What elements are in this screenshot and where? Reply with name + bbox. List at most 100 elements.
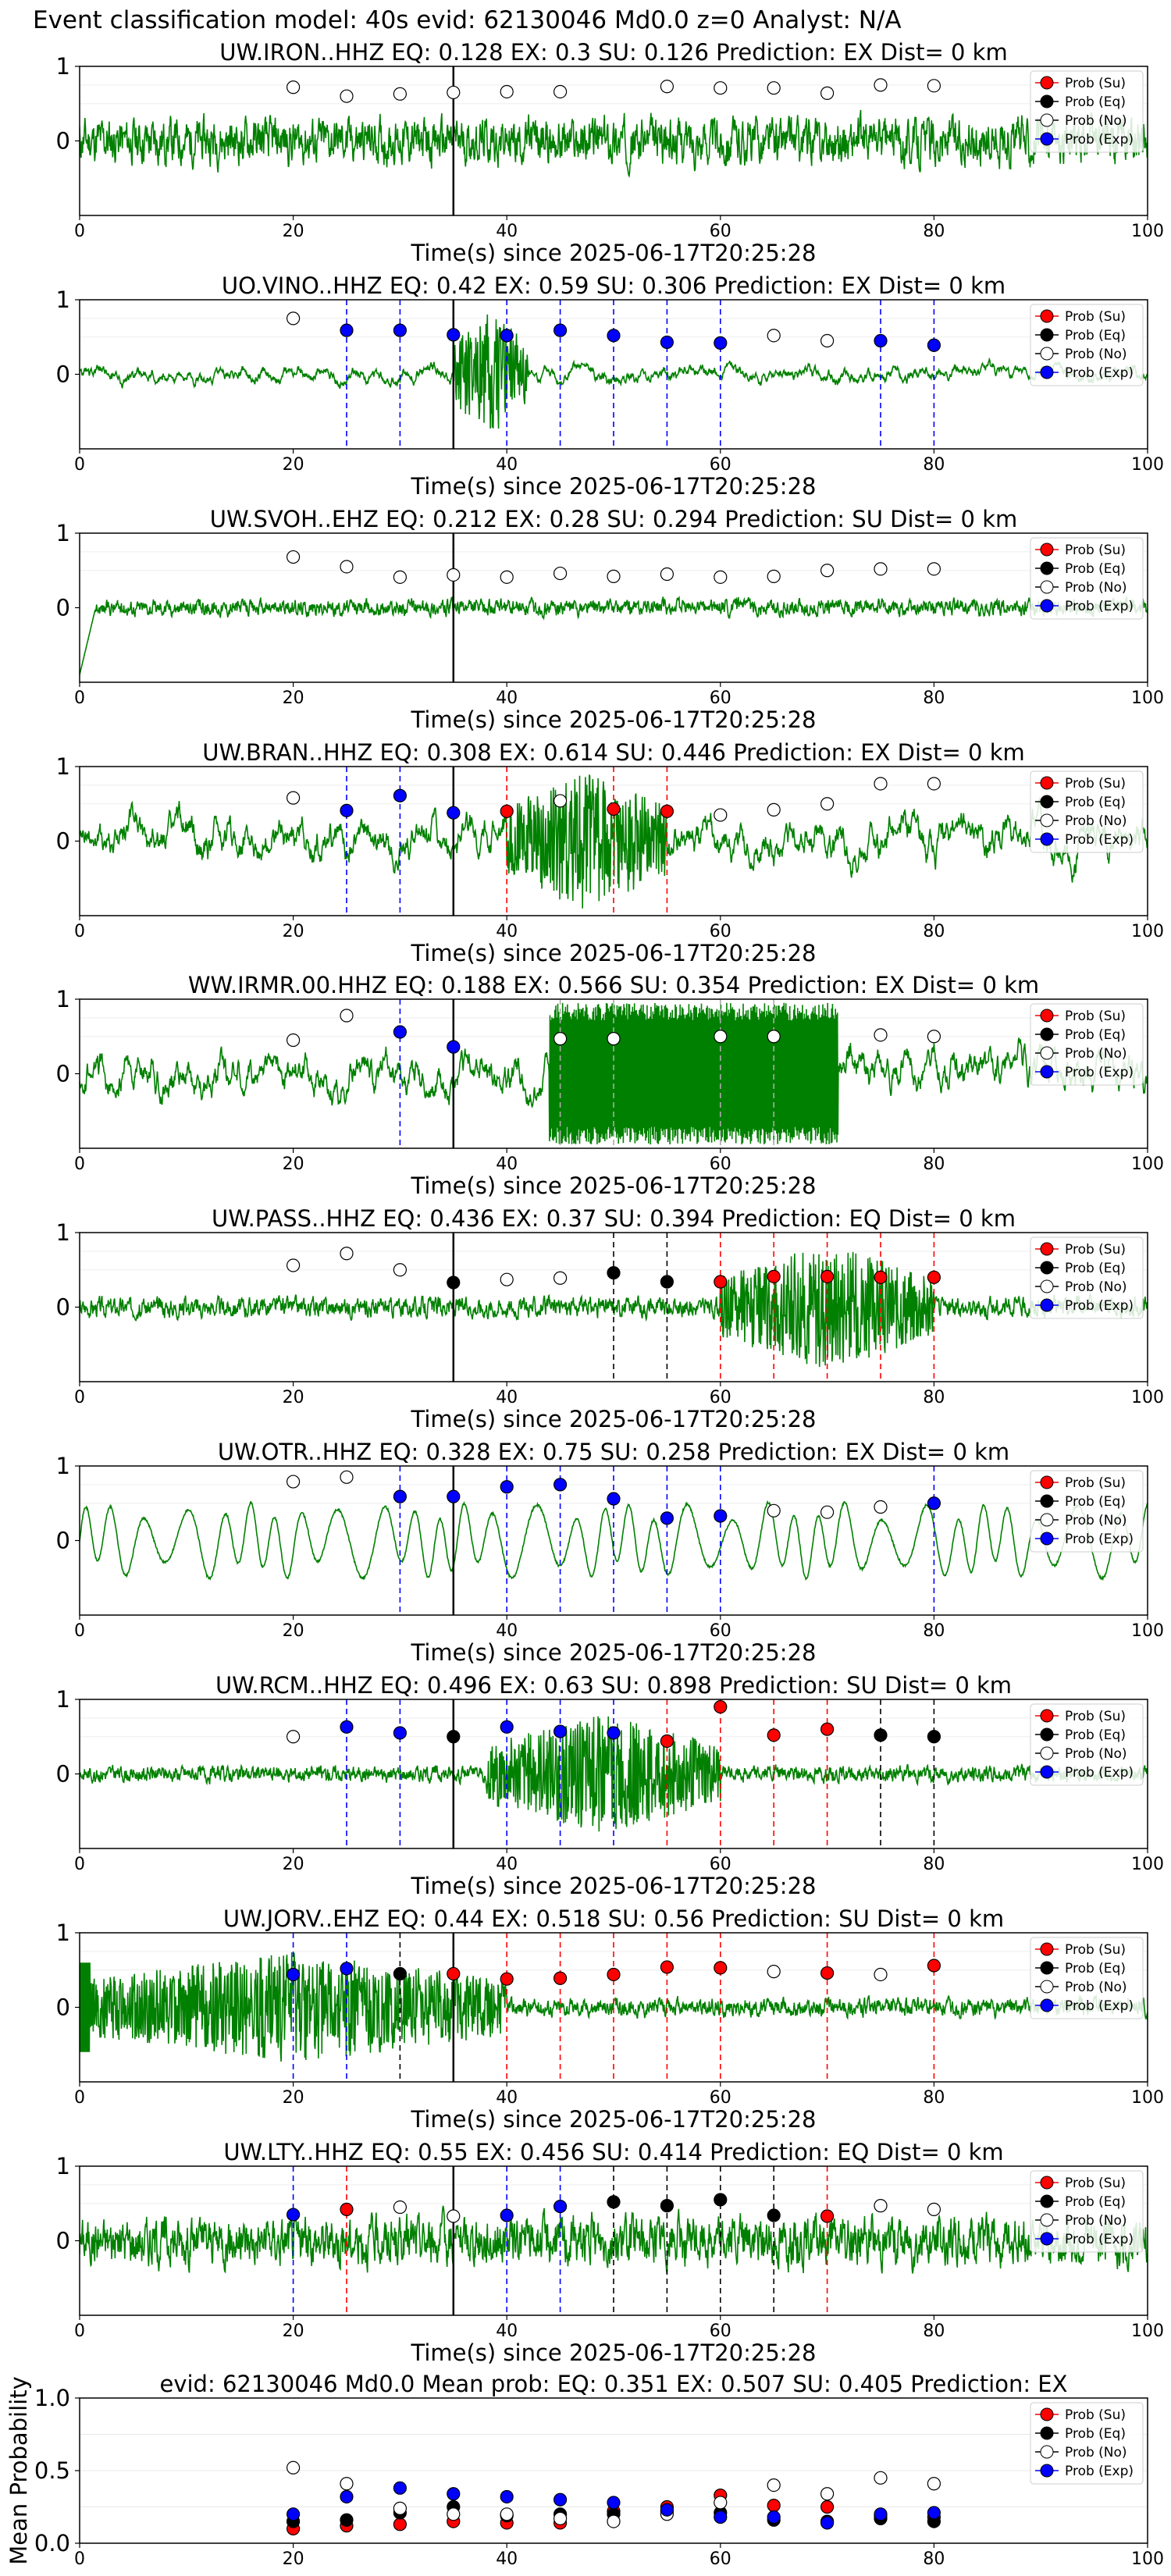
prob-point-no [340,1009,354,1023]
prob-point-no [287,1258,301,1272]
x-tick-label: 100 [1131,1621,1164,1641]
prob-point-no [660,80,674,94]
prob-point-su [660,804,674,818]
x-tick-label: 20 [283,688,304,708]
legend: Prob (Su) Prob (Eq) Prob (No) Prob (Exp) [1030,70,1144,153]
x-tick-label: 100 [1131,455,1164,475]
prob-point-exp [393,323,408,337]
legend-label-no: Prob (No) [1065,1279,1127,1295]
data-point-exp [874,2507,888,2521]
legend-label-no: Prob (No) [1065,113,1127,129]
panel-7: UW.OTR..HHZ EQ: 0.328 EX: 0.75 SU: 0.258… [56,1439,1164,1666]
prob-point-exp [447,1040,461,1054]
x-tick-label: 100 [1131,222,1164,241]
prob-point-no [660,567,674,582]
legend-label-no: Prob (No) [1065,347,1127,362]
prob-point-exp [393,1726,408,1740]
data-point-exp [287,2507,301,2521]
data-point-exp [447,2487,461,2501]
data-point-exp [340,2489,354,2504]
x-tick-label: 60 [710,1621,731,1641]
legend-box [1030,70,1144,153]
plot-area [80,2166,1148,2315]
legend-marker-exp [1040,2232,1054,2246]
prob-point-exp [500,1720,514,1734]
x-tick-label: 60 [710,922,731,941]
x-tick-label: 40 [496,1155,518,1174]
prob-point-no [767,569,781,583]
data-point-no [874,2471,888,2485]
x-tick-label: 0 [74,455,85,475]
prob-point-no [767,1030,781,1044]
x-tick-label: 20 [283,1388,304,1407]
prob-point-eq [607,1265,621,1280]
panel-title: UW.LTY..HHZ EQ: 0.55 EX: 0.456 SU: 0.414… [223,2139,1003,2165]
prob-point-no [927,2202,941,2216]
prob-point-exp [340,323,354,337]
legend-marker-exp [1040,1998,1054,2012]
legend: Prob (Su) Prob (Eq) Prob (No) Prob (Exp) [1030,1937,1144,2019]
plot-area [80,2434,1148,2535]
x-axis-label: Time(s) since 2025-06-17T20:25:28 [411,706,817,733]
x-axis-label: Time(s) since 2025-06-17T20:25:28 [411,940,817,966]
prob-point-eq [660,2199,674,2213]
prob-point-no [874,2199,888,2213]
x-tick-label: 80 [923,688,945,708]
x-tick-label: 20 [283,455,304,475]
legend-marker-su [1040,543,1054,557]
prob-point-exp [660,335,674,350]
legend-marker-su [1040,1242,1054,1256]
prob-point-no [500,1272,514,1286]
x-tick-label: 0 [74,922,85,941]
legend-box [1030,1703,1144,1786]
legend-box [1030,770,1144,853]
plot-area [80,300,1148,449]
data-point-no [607,2514,621,2528]
x-tick-label: 60 [710,1855,731,1874]
prob-point-exp [714,336,728,350]
prob-point-no [393,1263,408,1277]
x-tick-label: 0 [74,1621,85,1641]
legend-label-exp: Prob (Exp) [1065,832,1134,848]
prob-point-no [287,1033,301,1048]
prob-point-no [714,808,728,822]
prob-point-no [393,570,408,584]
x-tick-label: 80 [923,1621,945,1641]
x-axis-label: Time(s) since 2025-06-17T20:25:28 [411,1172,817,1199]
legend-marker-eq [1040,795,1054,809]
prob-point-su [607,802,621,817]
prob-point-no [927,1030,941,1044]
legend-box [1030,1003,1144,1086]
prob-point-no [393,2200,408,2215]
x-axis-label: Time(s) since 2025-06-17T20:25:28 [411,2339,817,2366]
legend-marker-exp [1040,1065,1054,1079]
prob-point-exp [447,1489,461,1503]
legend-box [1030,304,1144,386]
legend: Prob (Su) Prob (Eq) Prob (No) Prob (Exp) [1030,770,1144,853]
prob-point-no [340,560,354,574]
legend-marker-eq [1040,1961,1054,1975]
prob-point-exp [553,1478,568,1492]
prob-point-exp [393,1489,408,1503]
prob-point-su [553,1971,568,1985]
legend-marker-eq [1040,2194,1054,2208]
prob-point-exp [660,1511,674,1525]
prob-point-su [820,1966,835,1980]
prob-point-eq [607,2195,621,2209]
panel-11: evid: 62130046 Md0.0 Mean prob: EQ: 0.35… [5,2371,1164,2569]
prob-point-no [767,329,781,343]
legend-marker-exp [1040,132,1054,146]
prob-point-no [767,1965,781,1979]
y-tick-label: 0 [56,1061,70,1087]
x-tick-label: 0 [74,2088,85,2108]
x-tick-label: 20 [283,2088,304,2108]
legend-marker-su [1040,776,1054,790]
prob-point-eq [767,2208,781,2222]
legend-marker-exp [1040,832,1054,846]
legend-marker-no [1040,347,1054,361]
prob-point-su [820,1269,835,1283]
panel-9: UW.JORV..EHZ EQ: 0.44 EX: 0.518 SU: 0.56… [56,1905,1164,2133]
prob-point-eq [714,2193,728,2207]
x-tick-label: 40 [496,455,518,475]
prob-point-no [393,87,408,101]
